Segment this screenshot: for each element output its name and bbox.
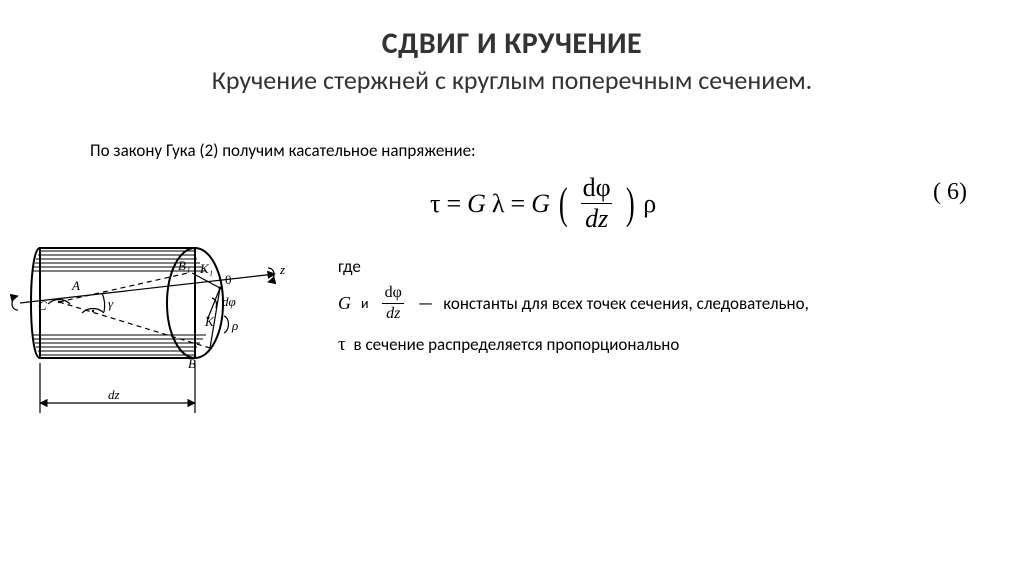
symbol-lambda: λ (492, 189, 505, 219)
right-paren-icon: ) (626, 184, 635, 224)
tau-symbol: τ (338, 334, 346, 355)
symbol-equals: = (446, 189, 461, 219)
const-dash: — (418, 293, 433, 314)
frac-num: dφ (579, 175, 615, 203)
page-subtitle: Кручение стержней с круглым поперечным с… (0, 64, 1024, 97)
const-text: константы для всех точек сечения, следов… (443, 293, 809, 314)
left-paren-icon: ( (559, 184, 568, 224)
fraction-dphi-dz: dφ dz (579, 175, 615, 232)
equation-main: τ = Gλ = G ( dφ dz ) ρ (430, 175, 656, 232)
tau-text: в сечение распределяется пропорционально (353, 334, 679, 355)
const-fraction: dφ dz (381, 285, 406, 322)
equation-number: ( 6) (933, 179, 967, 206)
label-K1: K₁ (199, 261, 213, 276)
symbol-rho: ρ (643, 189, 656, 219)
intro-text: По закону Гука (2) получим касательное н… (90, 140, 476, 161)
label-C: C (38, 298, 47, 313)
symbol-G2: G (531, 189, 550, 219)
tau-line: τ в сечение распределяется пропорциональ… (338, 334, 679, 356)
label-gamma: γ (108, 296, 114, 311)
label-B1: B₁ (178, 258, 190, 273)
label-O: 0 (225, 272, 232, 287)
label-z: z (279, 262, 285, 277)
frac-den: dz (581, 203, 612, 232)
equation-row: τ = Gλ = G ( dφ dz ) ρ ( 6) (430, 175, 975, 232)
constants-line: G и dφ dz — константы для всех точек сеч… (338, 285, 809, 322)
symbol-G: G (467, 189, 486, 219)
label-dphi: dφ (222, 294, 236, 309)
const-frac-den: dz (382, 303, 404, 322)
const-and: и (361, 295, 369, 312)
symbol-equals-2: = (511, 189, 526, 219)
const-frac-num: dφ (381, 285, 406, 303)
const-G: G (338, 293, 351, 314)
label-rho: ρ (231, 318, 238, 333)
symbol-tau: τ (430, 189, 440, 219)
page-title: СДВИГ И КРУЧЕНИЕ (0, 0, 1024, 62)
torsion-diagram: z 0 C γ A B₁ K₁ K B (10, 218, 310, 448)
label-dz: dz (108, 387, 120, 402)
label-A: A (71, 278, 80, 293)
where-label: где (338, 256, 361, 277)
